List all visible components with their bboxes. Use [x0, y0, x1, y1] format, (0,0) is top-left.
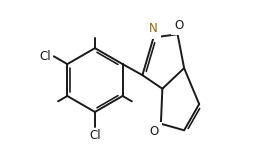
Text: Cl: Cl — [89, 129, 101, 142]
Text: O: O — [150, 125, 159, 138]
Text: N: N — [149, 22, 158, 35]
Text: O: O — [174, 19, 183, 32]
Text: Cl: Cl — [39, 50, 51, 63]
